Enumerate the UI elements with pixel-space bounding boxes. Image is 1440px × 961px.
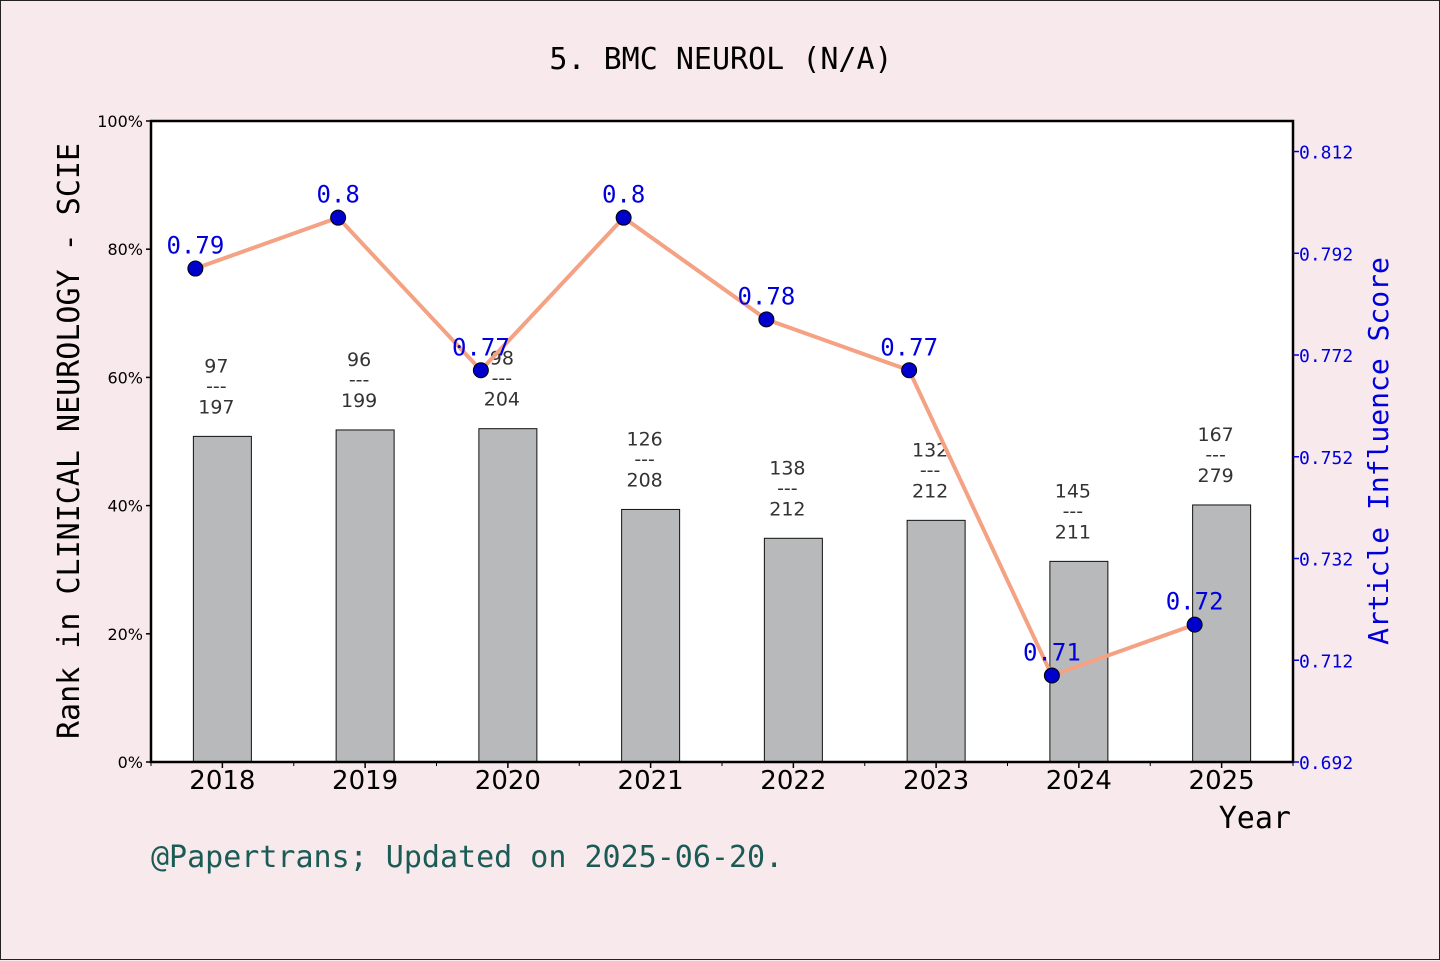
right-tick-label: 0.732	[1299, 550, 1353, 571]
bar-total-label: 199	[341, 390, 377, 412]
bar-2021	[621, 508, 681, 763]
right-axis-label: Article Influence Score	[1362, 257, 1395, 645]
x-tick-label: 2021	[618, 766, 684, 796]
ais-value-label: 0.77	[880, 333, 938, 361]
bar-rank-separator: ---	[1063, 500, 1084, 522]
footer-credit: @Papertrans; Updated on 2025-06-20.	[151, 840, 783, 875]
bar-2024	[1049, 560, 1109, 763]
ais-point-2022	[758, 311, 775, 328]
bar-rank-label: 96	[347, 349, 371, 371]
ais-point-2023	[901, 362, 918, 379]
bar-rank-label: 126	[626, 428, 662, 450]
left-tick-label: 80%	[107, 240, 143, 259]
x-tick-label: 2025	[1189, 766, 1255, 796]
x-tick-label: 2023	[903, 766, 969, 796]
bar-total-label: 212	[769, 498, 805, 520]
chart-title: 5. BMC NEUROL (N/A)	[549, 42, 892, 77]
bar-rank-separator: ---	[349, 369, 370, 391]
bar-total-label: 197	[198, 396, 234, 418]
ais-value-label: 0.8	[316, 181, 359, 209]
left-tick-label: 60%	[107, 368, 143, 387]
right-tick-label: 0.772	[1299, 346, 1353, 367]
right-tick-label: 0.712	[1299, 651, 1353, 672]
ais-point-2025	[1186, 616, 1203, 633]
ais-value-label: 0.78	[737, 282, 795, 310]
ais-point-2020	[472, 362, 489, 379]
bar-2019	[335, 429, 395, 763]
bar-2022	[763, 537, 823, 763]
ais-value-label: 0.79	[166, 232, 224, 260]
bar-rank-label: 132	[912, 439, 948, 461]
right-tick-label: 0.812	[1299, 143, 1353, 164]
plot-area: 97---19796---19998---204126---208138---2…	[97, 112, 1353, 796]
bar-rank-separator: ---	[1205, 444, 1226, 466]
ais-point-2021	[615, 209, 632, 226]
left-axis-label: Rank in CLINICAL NEUROLOGY - SCIE	[52, 143, 87, 739]
bar-rank-separator: ---	[777, 477, 798, 499]
ais-line	[194, 215, 1196, 678]
ais-point-2019	[330, 209, 347, 226]
ais-value-label: 0.72	[1166, 588, 1224, 616]
x-tick-label: 2018	[189, 766, 255, 796]
bar-rank-label: 97	[204, 355, 228, 377]
x-tick-label: 2019	[332, 766, 398, 796]
plot-background	[151, 121, 1293, 762]
bar-2020	[478, 428, 538, 763]
bar-2025	[1192, 504, 1252, 763]
bar-total-label: 204	[484, 389, 520, 411]
ais-point-2018	[187, 260, 204, 277]
bar-total-label: 212	[912, 480, 948, 502]
bar-rank-label: 145	[1055, 480, 1091, 502]
bar-2023	[906, 519, 966, 763]
bar-rank-label: 167	[1197, 424, 1233, 446]
x-tick-label: 2020	[475, 766, 541, 796]
bar-total-label: 208	[626, 469, 662, 491]
bar-rank-separator: ---	[492, 368, 513, 390]
right-tick-label: 0.792	[1299, 244, 1353, 265]
right-tick-label: 0.752	[1299, 448, 1353, 469]
x-axis-label: Year	[1219, 801, 1291, 836]
left-tick-label: 40%	[107, 497, 143, 516]
bar-total-label: 211	[1055, 521, 1091, 543]
bar-total-label: 279	[1197, 465, 1233, 487]
x-tick-label: 2024	[1046, 766, 1112, 796]
bar-rank-separator: ---	[206, 375, 227, 397]
left-tick-label: 20%	[107, 625, 143, 644]
bar-rank-separator: ---	[920, 459, 941, 481]
x-tick-label: 2022	[760, 766, 826, 796]
bar-rank-separator: ---	[634, 448, 655, 470]
ais-point-2024	[1043, 667, 1060, 684]
ais-value-label: 0.71	[1023, 639, 1081, 667]
right-tick-label: 0.692	[1299, 753, 1353, 774]
bar-2018	[192, 435, 252, 763]
left-tick-label: 0%	[118, 753, 143, 772]
ais-value-label: 0.77	[452, 333, 510, 361]
left-tick-label: 100%	[97, 112, 143, 131]
ais-value-label: 0.8	[602, 181, 645, 209]
bar-rank-label: 138	[769, 457, 805, 479]
